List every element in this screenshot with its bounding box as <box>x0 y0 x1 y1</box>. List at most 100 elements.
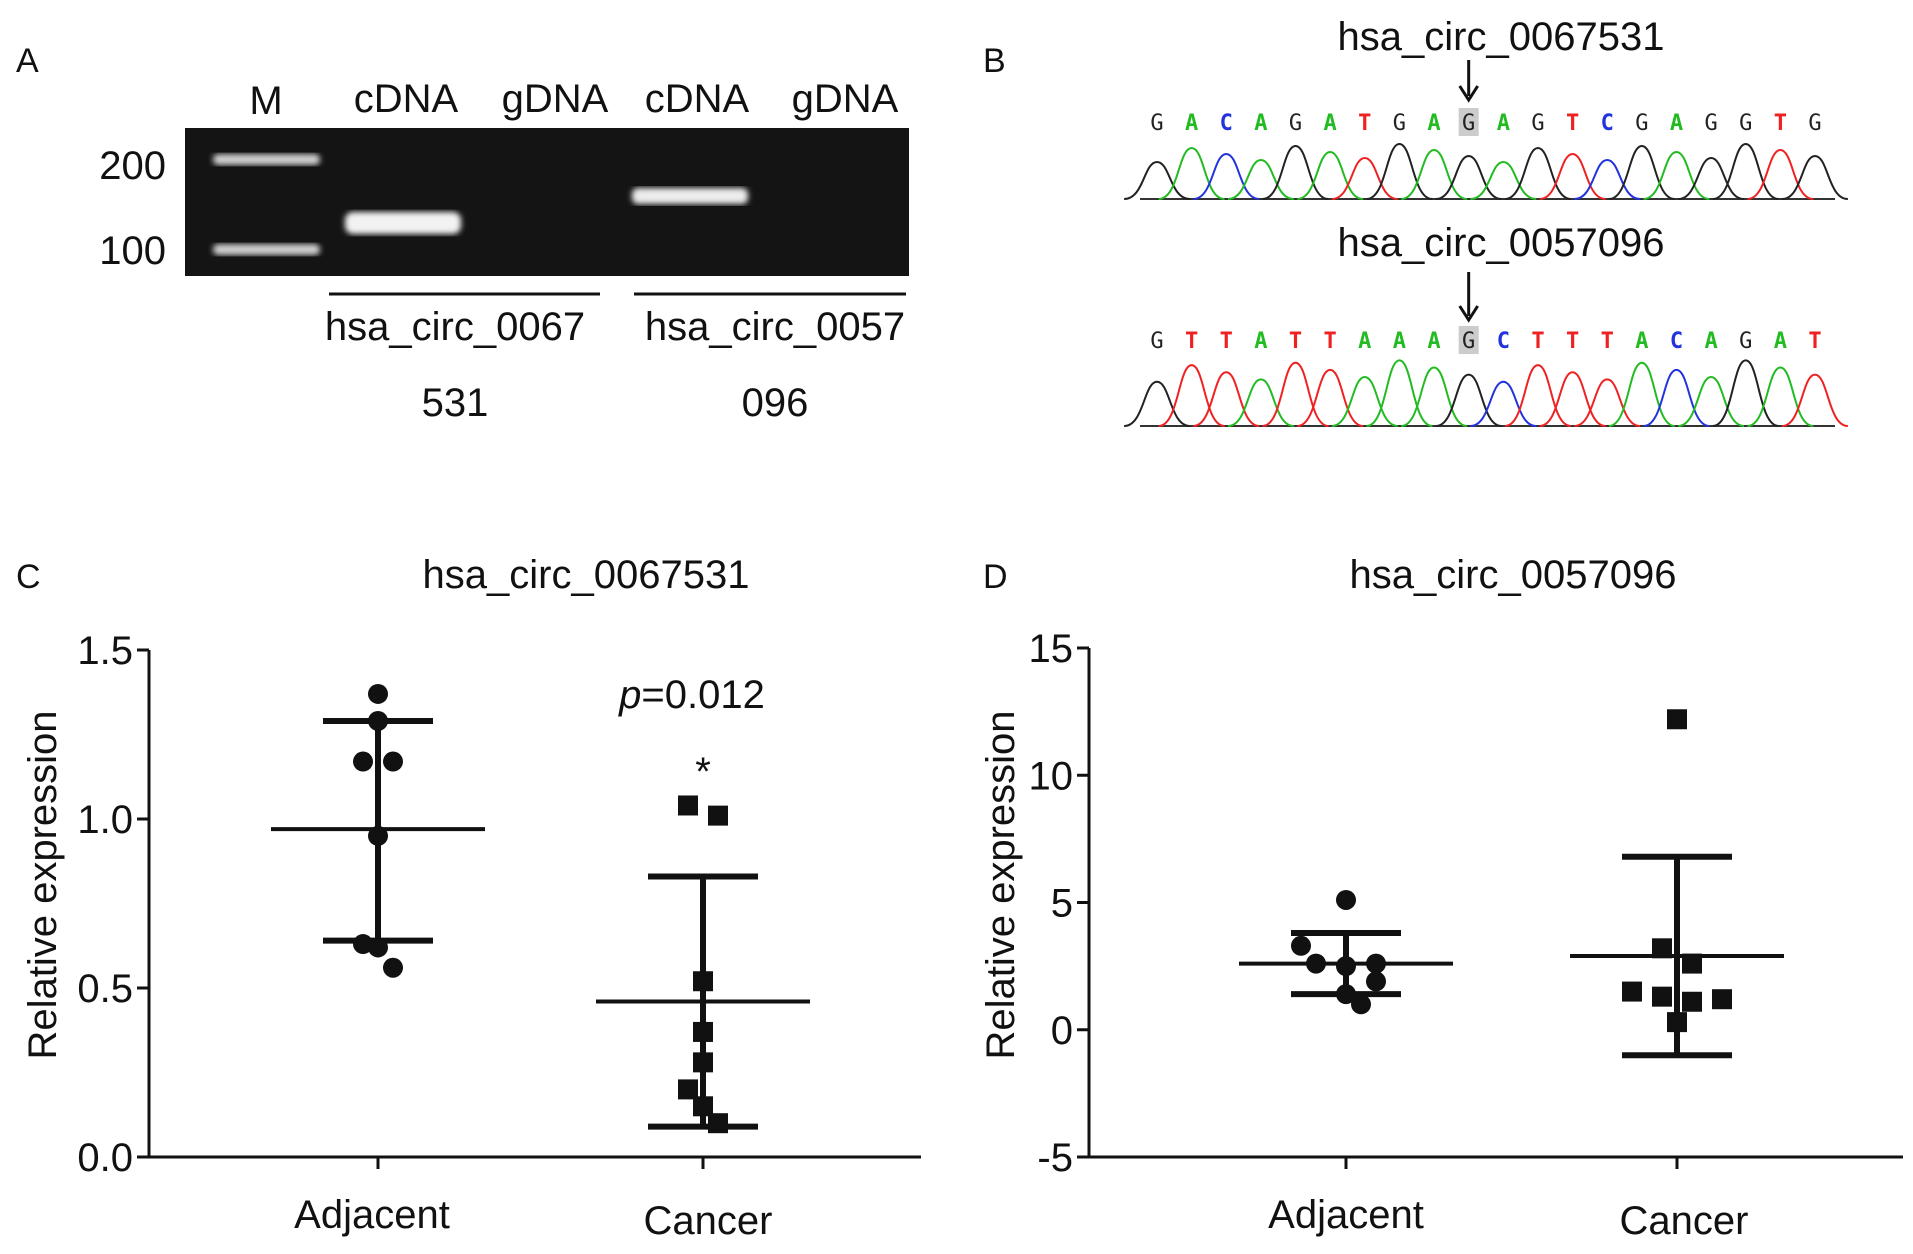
base-call: G <box>1289 111 1302 136</box>
trace-peak <box>1747 366 1814 427</box>
trace-peak <box>1366 142 1433 200</box>
trace-peak <box>1193 152 1260 200</box>
size-label-200: 200 <box>99 144 166 188</box>
p-value: =0.012 <box>641 673 764 717</box>
trace-peak <box>1608 361 1675 427</box>
base-call: A <box>1497 111 1510 136</box>
group-label-1-suffix: 531 <box>422 381 489 425</box>
trace-peak <box>1781 373 1849 427</box>
size-label-100: 100 <box>99 229 166 273</box>
y-axis-label: Relative expression <box>979 710 1023 1059</box>
p-value-annotation: p=0.012 <box>618 673 765 717</box>
base-call: C <box>1220 111 1233 136</box>
trace-peak <box>1539 371 1606 427</box>
base-call: T <box>1774 111 1787 136</box>
arrow-head-icon <box>1458 305 1479 323</box>
cdna-band-0057096 <box>632 188 748 204</box>
trace-peak <box>1193 371 1260 427</box>
x-tick-label-cancer: Cancer <box>644 1199 773 1243</box>
trace-peak <box>1262 144 1329 200</box>
base-call: C <box>1497 329 1510 354</box>
data-point <box>1336 889 1356 910</box>
lane-label-cdna-1: cDNA <box>354 77 459 121</box>
y-tick-label: 1.0 <box>77 798 133 842</box>
trace-peak <box>1400 148 1468 200</box>
y-tick-label: 1.5 <box>77 629 133 673</box>
data-point <box>1652 986 1672 1007</box>
chromatogram-title: hsa_circ_0057096 <box>1338 221 1665 265</box>
data-point <box>368 683 388 704</box>
data-point <box>1291 935 1311 956</box>
data-point <box>353 934 373 955</box>
data-point <box>693 1052 713 1073</box>
chart-d: hsa_circ_0057096 Relative expression Adj… <box>979 553 1903 1243</box>
base-call: C <box>1601 111 1614 136</box>
p-label: p <box>618 673 641 717</box>
gel-panel: M cDNA gDNA cDNA gDNA 200 100 hsa_circ_0… <box>99 77 909 425</box>
data-point <box>1336 984 1356 1005</box>
marker-band-100 <box>213 244 320 255</box>
data-point <box>678 1079 698 1100</box>
data-point <box>708 1113 728 1134</box>
data-point <box>353 751 373 772</box>
trace-peak <box>1227 158 1294 200</box>
trace-peak <box>1608 144 1675 200</box>
group-label-2-suffix: 096 <box>742 381 809 425</box>
trace-peak <box>1366 359 1433 427</box>
base-call: C <box>1670 329 1683 354</box>
base-call: G <box>1393 111 1406 136</box>
lane-label-cdna-2: cDNA <box>645 77 750 121</box>
trace-peak <box>1435 154 1502 200</box>
x-tick-label-adjacent: Adjacent <box>1268 1193 1424 1237</box>
data-point <box>383 751 403 772</box>
x-tick-label-adjacent: Adjacent <box>294 1193 450 1237</box>
y-axis-label: Relative expression <box>21 710 65 1059</box>
trace-peak <box>1574 158 1641 200</box>
arrow-head-icon <box>1458 85 1479 103</box>
data-point <box>1712 989 1732 1010</box>
chart-c: hsa_circ_0067531 Relative expression p=0… <box>21 553 921 1243</box>
base-call: A <box>1185 111 1198 136</box>
base-call: T <box>1566 111 1579 136</box>
base-call: A <box>1254 111 1267 136</box>
data-point <box>693 1096 713 1117</box>
base-call: A <box>1704 329 1717 354</box>
cdna-band-0067531 <box>345 212 461 234</box>
trace-peak <box>1678 156 1745 200</box>
base-call: G <box>1462 329 1475 354</box>
data-point <box>693 1021 713 1042</box>
y-tick-label: 15 <box>1029 627 1074 671</box>
base-call: A <box>1358 329 1371 354</box>
trace-peak <box>1712 142 1779 200</box>
base-call: G <box>1635 111 1648 136</box>
base-call: A <box>1427 329 1440 354</box>
panel-label-a: A <box>16 42 39 80</box>
junction-highlight <box>1458 326 1479 354</box>
base-call: G <box>1808 111 1821 136</box>
svg-text:p=0.012: p=0.012 <box>618 673 765 717</box>
data-point <box>383 957 403 978</box>
base-call: G <box>1531 111 1544 136</box>
trace-peak <box>1539 152 1606 200</box>
junction-highlight <box>1458 108 1479 136</box>
trace-peak <box>1470 160 1537 200</box>
data-point <box>1682 991 1702 1012</box>
base-call: A <box>1393 329 1406 354</box>
trace-peak <box>1781 154 1849 200</box>
trace-peak <box>1158 364 1225 427</box>
base-call: A <box>1427 111 1440 136</box>
lane-label-gdna-1: gDNA <box>502 77 609 121</box>
y-tick-label: 10 <box>1029 754 1074 798</box>
panel-label-d: D <box>983 558 1008 596</box>
data-point <box>1622 981 1642 1002</box>
y-tick-label: 0 <box>1051 1009 1073 1053</box>
trace-peak <box>1435 373 1502 427</box>
marker-band-200 <box>213 154 320 165</box>
base-call: A <box>1670 111 1683 136</box>
trace-peak <box>1227 378 1294 427</box>
lane-label-m: M <box>249 79 282 123</box>
base-call: G <box>1739 111 1752 136</box>
